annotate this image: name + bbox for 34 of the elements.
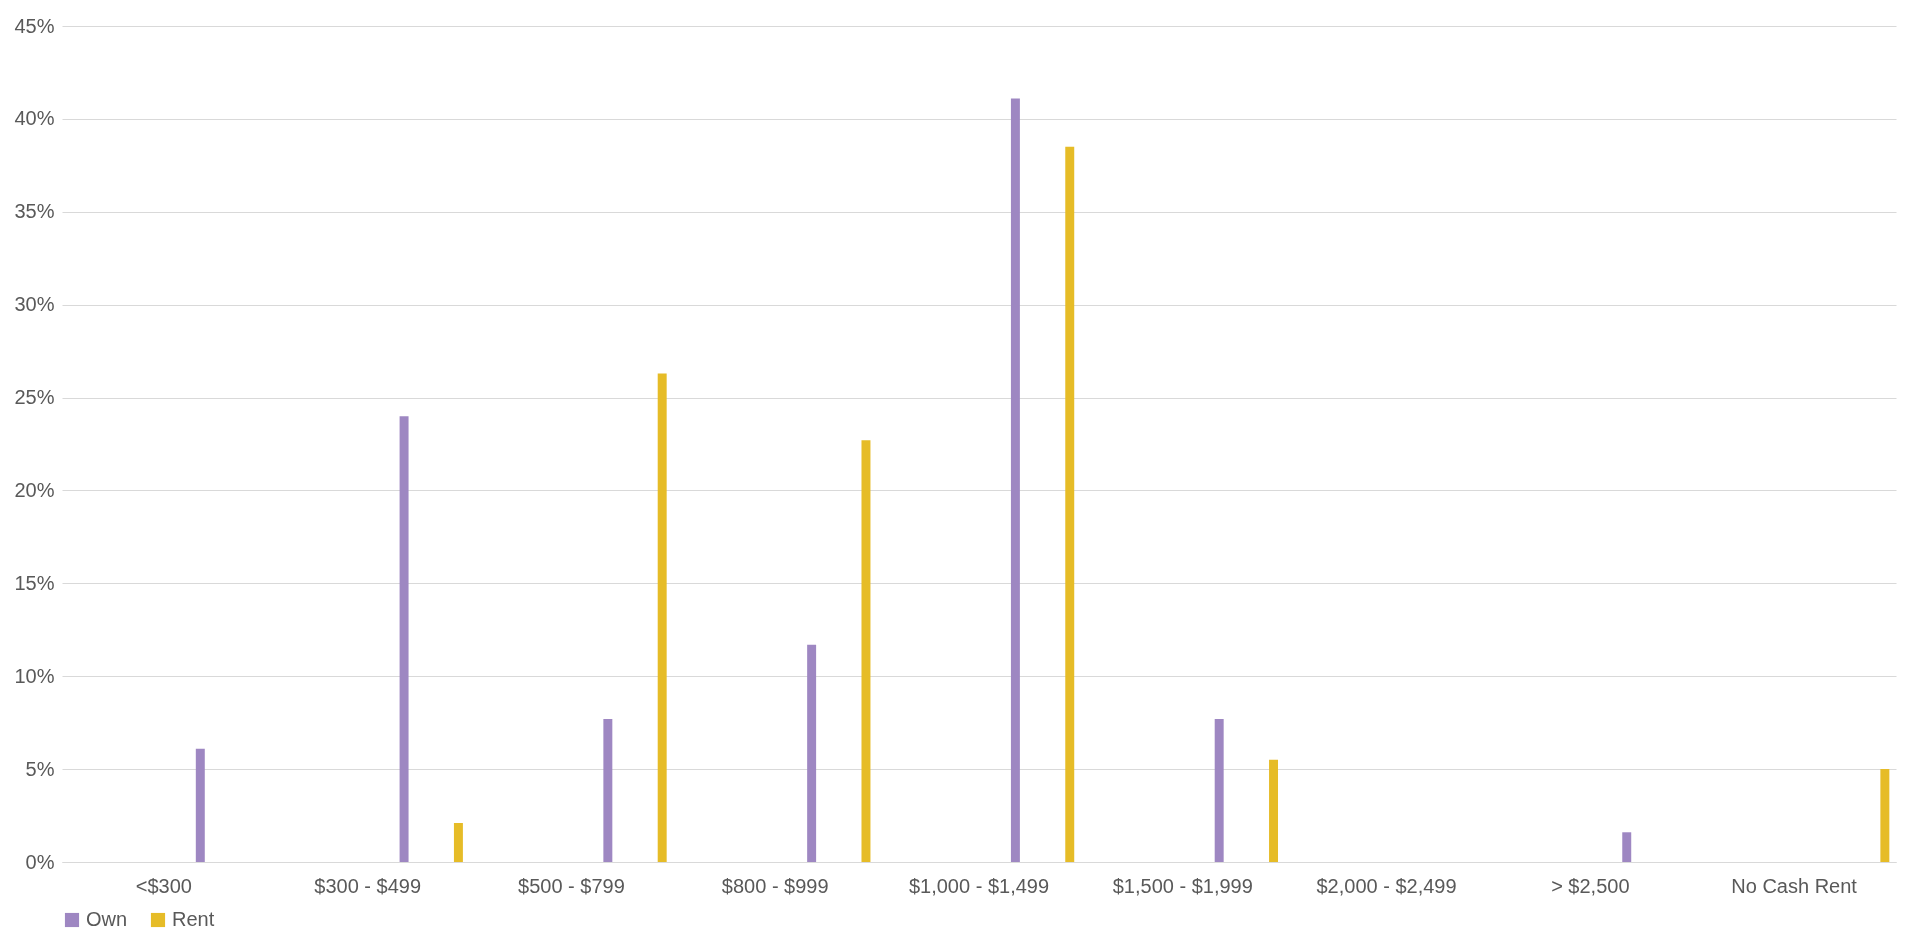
legend-label: Own xyxy=(86,908,128,930)
bar xyxy=(861,440,871,862)
y-tick-label: 5% xyxy=(25,757,55,780)
x-tick-label: $800 - $999 xyxy=(721,874,829,897)
x-tick-label: $500 - $799 xyxy=(518,874,625,897)
y-tick-label: 15% xyxy=(14,571,55,594)
y-tick-label: 40% xyxy=(14,107,55,130)
y-tick-label: 0% xyxy=(25,850,55,873)
x-tick-label: > $2,500 xyxy=(1551,874,1630,897)
y-tick-label: 30% xyxy=(14,293,55,316)
y-tick-label: 25% xyxy=(14,386,55,409)
y-tick-label: 20% xyxy=(14,478,55,501)
x-tick-label: No Cash Rent xyxy=(1731,874,1858,897)
legend-label: Rent xyxy=(172,908,215,930)
x-tick-label: $2,000 - $2,499 xyxy=(1316,874,1457,897)
bar xyxy=(1622,832,1632,862)
bar xyxy=(453,822,463,862)
y-tick-label: 35% xyxy=(14,200,55,223)
x-tick-label: <$300 xyxy=(135,874,192,897)
bar xyxy=(807,644,817,862)
bar xyxy=(399,416,409,862)
bar xyxy=(1269,759,1279,862)
bar xyxy=(603,718,613,862)
x-tick-label: $300 - $499 xyxy=(314,874,422,897)
bar xyxy=(1010,98,1020,862)
x-tick-label: $1,500 - $1,999 xyxy=(1112,874,1253,897)
bar xyxy=(195,748,205,862)
bar xyxy=(1065,146,1075,862)
y-tick-label: 45% xyxy=(14,14,55,37)
x-tick-label: $1,000 - $1,499 xyxy=(908,874,1050,897)
y-tick-label: 10% xyxy=(14,664,55,687)
bar xyxy=(1214,718,1224,862)
bar xyxy=(657,373,667,862)
bar xyxy=(1880,769,1890,862)
